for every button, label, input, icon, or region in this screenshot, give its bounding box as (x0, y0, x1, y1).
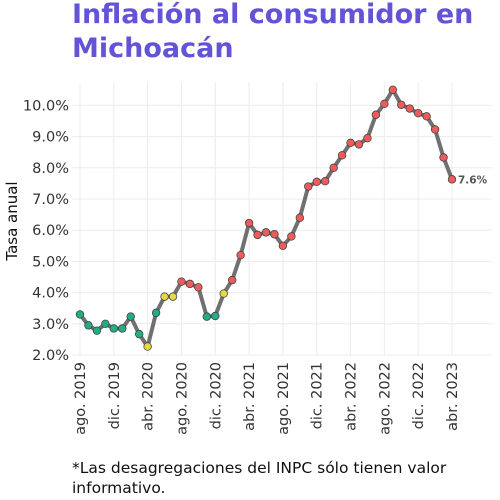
data-point (134, 329, 144, 339)
x-tick-label: dic. 2019 (107, 362, 123, 429)
data-point (397, 100, 406, 109)
y-tick-label: 2.0% (32, 348, 69, 364)
data-point (244, 218, 254, 228)
x-tick-label: ago. 2020 (174, 362, 190, 435)
y-axis-label: Tasa anual (3, 181, 21, 261)
x-tick-label: abr. 2022 (344, 362, 360, 431)
x-tick-label: ago. 2021 (276, 362, 292, 435)
data-point (160, 292, 169, 301)
x-tick-label: ago. 2019 (73, 362, 89, 435)
data-point (320, 177, 330, 186)
data-point (422, 112, 431, 121)
data-points (75, 85, 457, 351)
data-point (168, 292, 178, 301)
data-point (126, 312, 135, 321)
x-tick-label: abr. 2023 (445, 362, 461, 431)
data-point (363, 133, 372, 143)
data-point (447, 175, 457, 184)
y-tick-label: 6.0% (32, 223, 69, 239)
y-tick-label: 4.0% (32, 286, 69, 302)
data-point (101, 319, 110, 328)
x-tick-label: dic. 2020 (208, 362, 224, 429)
y-tick-label: 10.0% (23, 98, 69, 114)
y-tick-label: 5.0% (32, 254, 69, 270)
x-tick-label: ago. 2022 (377, 362, 393, 435)
grid-lines (72, 82, 492, 356)
y-tick-label: 9.0% (32, 130, 69, 146)
data-point (337, 151, 347, 160)
data-point (270, 230, 279, 239)
footnote: *Las desagregaciones del INPC sólo tiene… (72, 459, 447, 497)
chart-title: Inflación al consumidor en Michoacán (72, 0, 474, 64)
data-point (287, 232, 296, 241)
data-point (430, 125, 440, 134)
data-point (312, 177, 321, 187)
data-point (219, 289, 228, 298)
data-point (151, 308, 161, 318)
last-value-label: 7.6% (458, 174, 488, 186)
data-point (177, 277, 186, 286)
data-point (439, 153, 448, 162)
y-axis-ticks: 2.0% 3.0% 4.0% 5.0% 6.0% 7.0% 8.0% 9.0% 10.0% (23, 98, 69, 364)
data-point (261, 228, 271, 237)
x-axis-ticks: ago. 2019 dic. 2019 abr. 2020 ago. 2020 dic.… (73, 362, 461, 435)
data-point (371, 110, 381, 119)
data-point (109, 324, 119, 333)
data-point (185, 279, 195, 289)
data-point (380, 99, 389, 109)
data-point (118, 324, 127, 333)
data-point (304, 182, 313, 191)
data-point (143, 342, 152, 351)
x-tick-label: dic. 2021 (310, 362, 326, 429)
data-point (278, 241, 288, 250)
data-point (354, 140, 364, 149)
inflation-series-line (78, 87, 454, 349)
data-point (75, 310, 85, 319)
data-point (405, 104, 414, 113)
data-point (194, 283, 203, 292)
data-point (211, 311, 220, 321)
data-point (236, 250, 245, 260)
data-point (84, 321, 93, 330)
x-tick-label: dic. 2022 (411, 362, 427, 429)
data-point (413, 108, 423, 118)
data-point (295, 213, 305, 222)
y-tick-label: 7.0% (32, 192, 69, 208)
data-point (388, 85, 398, 94)
x-tick-label: abr. 2021 (242, 362, 258, 431)
data-point (92, 326, 102, 335)
data-point (202, 312, 212, 321)
data-point (346, 138, 355, 148)
data-point (227, 275, 237, 285)
y-tick-label: 8.0% (32, 161, 69, 177)
data-point (253, 230, 262, 240)
x-tick-label: abr. 2020 (141, 362, 157, 431)
y-tick-label: 3.0% (32, 317, 69, 333)
data-point (329, 163, 338, 172)
